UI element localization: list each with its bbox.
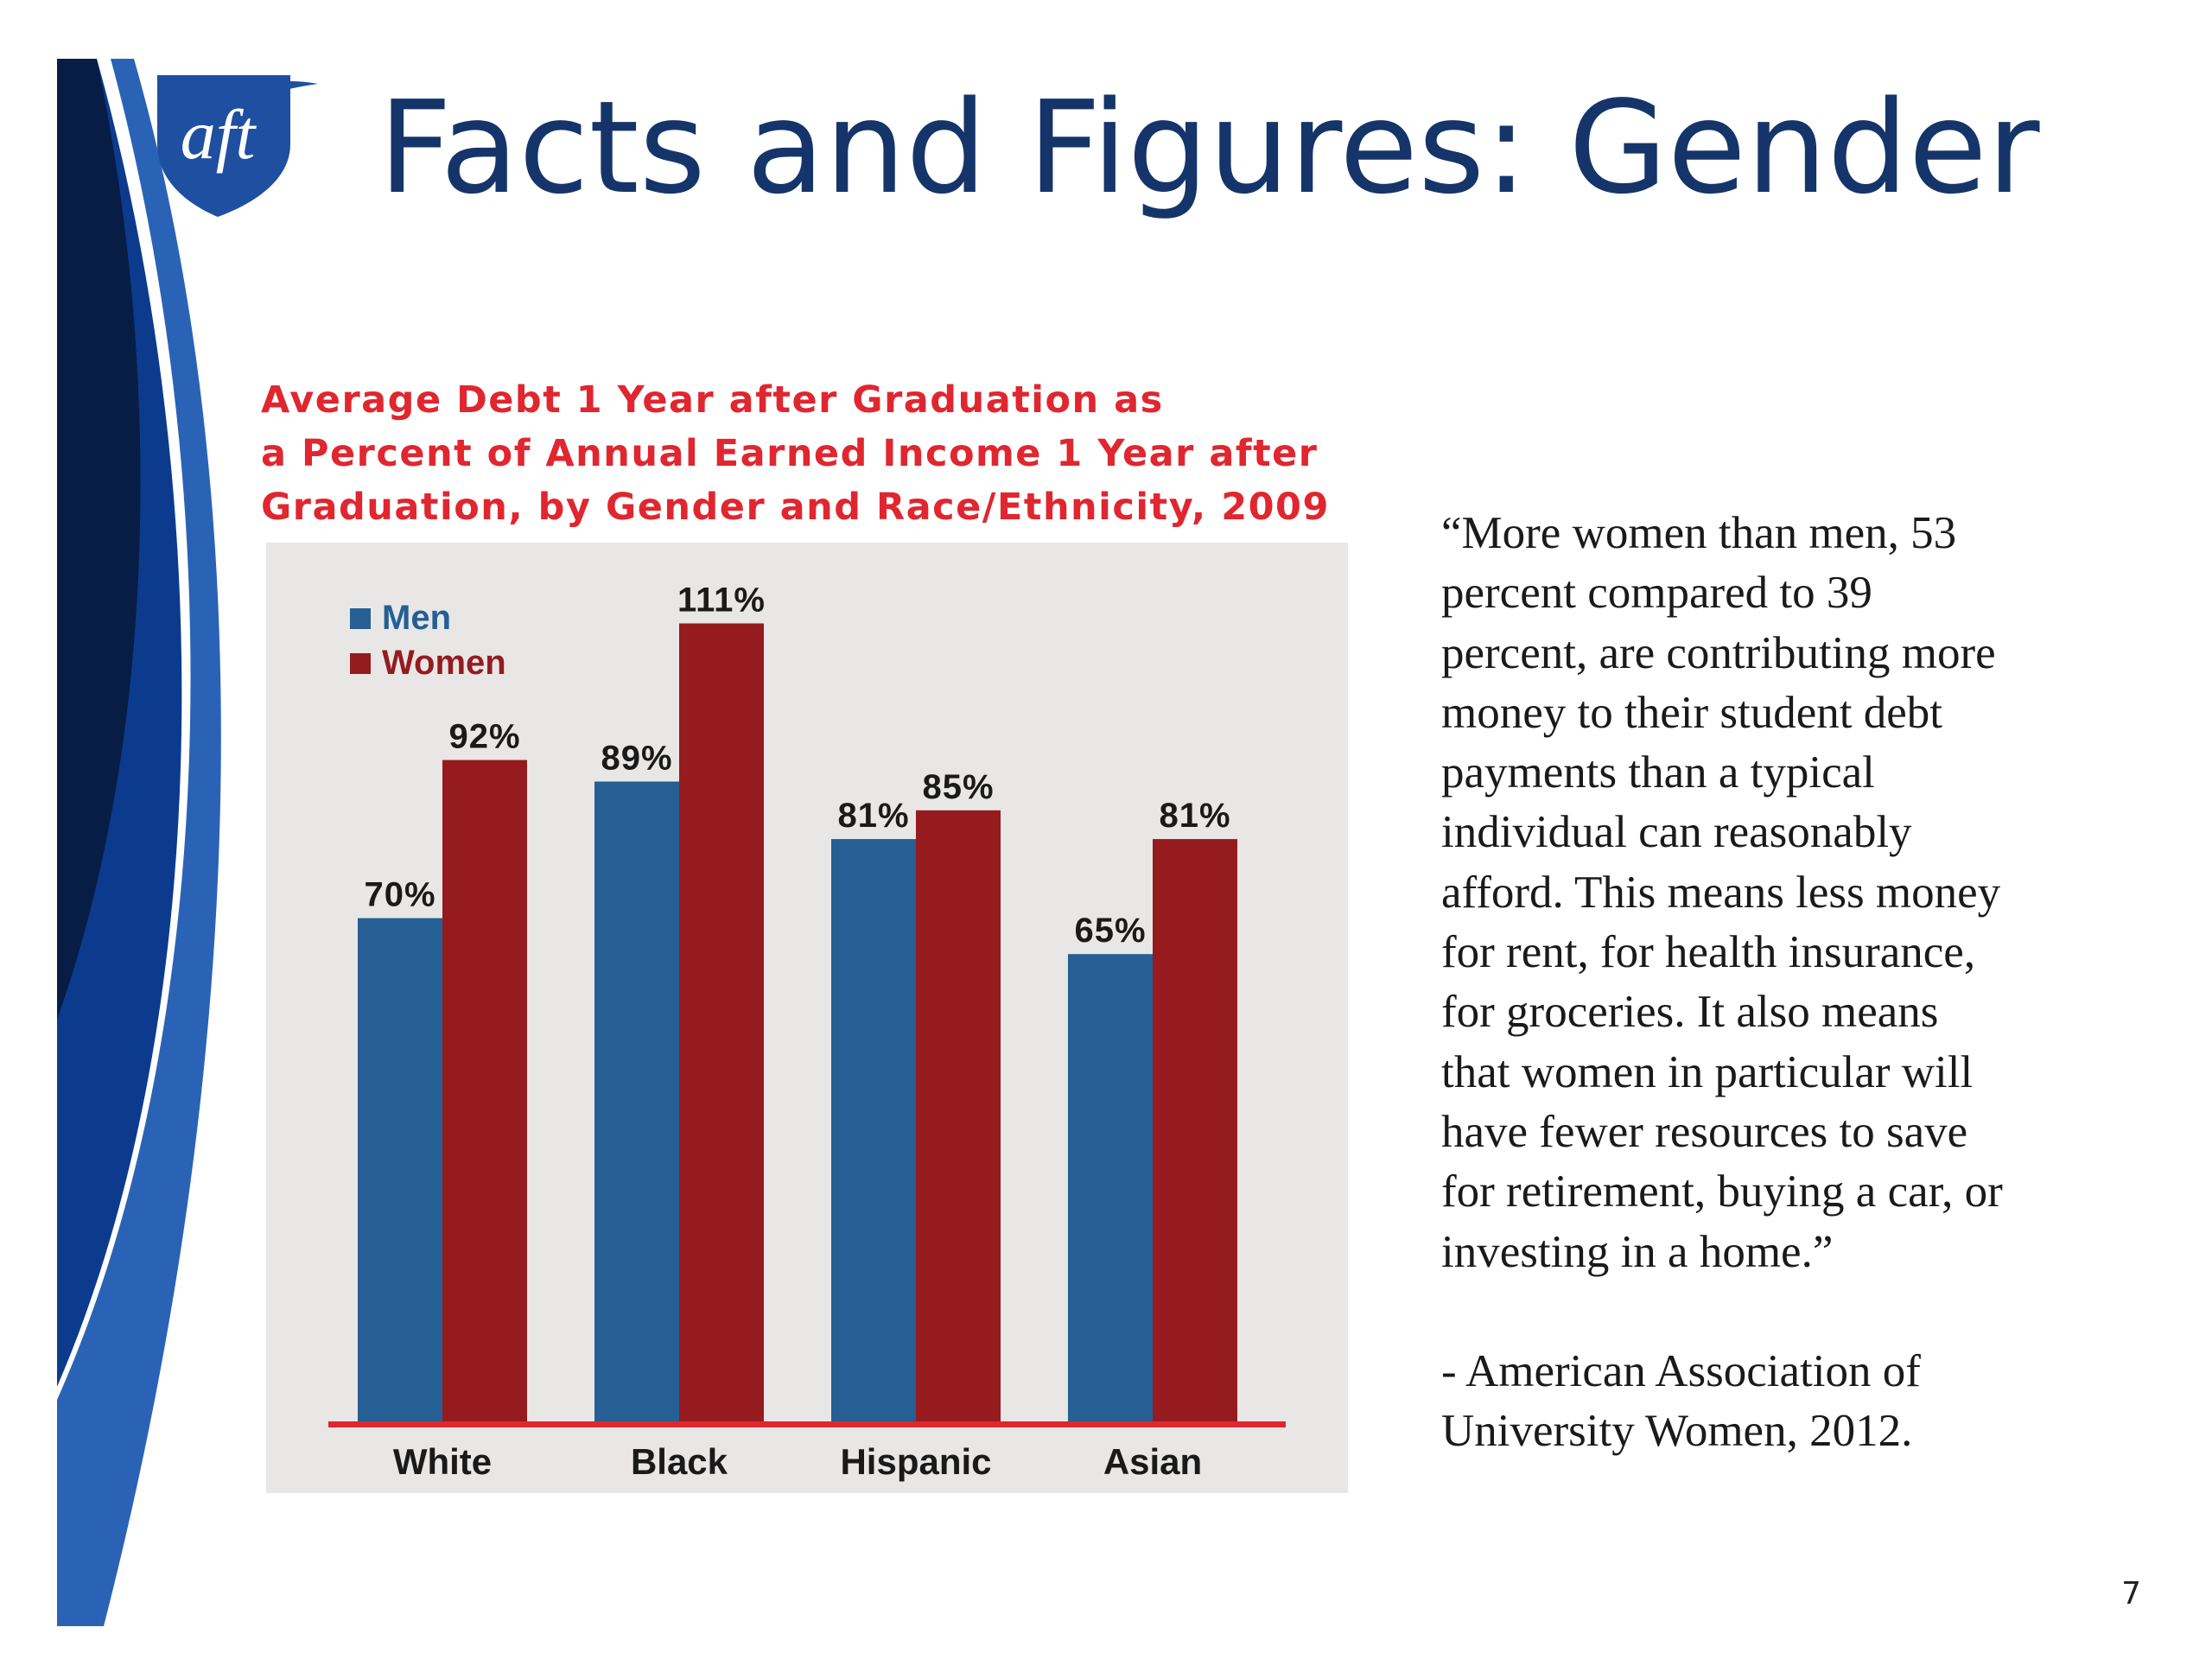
bar-women-hispanic <box>916 810 1001 1421</box>
baseline <box>328 1421 1286 1427</box>
quote-line: payments than a typical <box>1441 747 1875 798</box>
x-tick-label-black: Black <box>631 1441 728 1482</box>
legend: Men Women <box>350 599 506 682</box>
data-label-women-hispanic: 85% <box>922 768 994 806</box>
aft-logo: aft <box>157 75 318 217</box>
quote-line: have fewer resources to save <box>1441 1106 1968 1157</box>
x-axis-labels: White Black Hispanic Asian <box>393 1441 1202 1482</box>
data-label-men-asian: 65% <box>1074 912 1146 950</box>
quote-line: for retirement, buying a car, or <box>1441 1166 2003 1217</box>
bar-women-asian <box>1153 839 1237 1421</box>
data-label-men-white: 70% <box>364 876 435 914</box>
data-label-women-white: 92% <box>448 718 520 756</box>
quote-line: percent, are contributing more <box>1441 627 1996 678</box>
data-label-men-black: 89% <box>601 740 672 778</box>
quote-block: “More women than men, 53 percent compare… <box>1441 504 2115 1461</box>
x-tick-label-asian: Asian <box>1103 1441 1202 1482</box>
bar-women-black <box>679 623 764 1421</box>
bar-men-white <box>358 918 442 1421</box>
quote-line: that women in particular will <box>1441 1046 1974 1097</box>
quote-line: investing in a home.” <box>1441 1226 1834 1277</box>
chart-title-line: a Percent of Annual Earned Income 1 Year… <box>261 432 1319 475</box>
bar-chart: Men Women 70% 92% 89% 111% 81% 85% 65% 81% Whit… <box>266 543 1348 1493</box>
legend-women-swatch <box>350 653 371 674</box>
logo-shield <box>157 75 290 217</box>
quote-line: “More women than men, 53 <box>1441 508 1957 558</box>
logo-swoosh <box>204 80 318 113</box>
logo-text: aft <box>181 95 257 174</box>
chart-title: Average Debt 1 Year after Graduation as … <box>261 373 1358 534</box>
bars: 70% 92% 89% 111% 81% 85% 65% 81% <box>358 581 1237 1421</box>
bar-men-asian <box>1068 954 1153 1421</box>
quote-attribution: - American Association of University Wom… <box>1441 1342 2115 1462</box>
data-label-women-black: 111% <box>677 581 766 619</box>
quote-line: individual can reasonably <box>1441 807 1912 858</box>
chart-title-line: Average Debt 1 Year after Graduation as <box>261 378 1164 422</box>
legend-men-label: Men <box>382 599 451 637</box>
bar-women-white <box>442 760 527 1421</box>
swoosh-navy <box>57 59 141 1020</box>
x-tick-label-hispanic: Hispanic <box>840 1441 991 1482</box>
data-label-women-asian: 81% <box>1159 797 1230 835</box>
legend-women-label: Women <box>382 644 506 682</box>
quote-line: for groceries. It also means <box>1441 987 1939 1038</box>
attribution-line: University Women, 2012. <box>1441 1406 1913 1457</box>
chart-title-line: Graduation, by Gender and Race/Ethnicity… <box>261 486 1330 529</box>
quote-line: for rent, for health insurance, <box>1441 927 1976 978</box>
page-number: 7 <box>2121 1576 2141 1611</box>
quote-line: afford. This means less money <box>1441 867 2001 918</box>
quote-line: money to their student debt <box>1441 687 1942 738</box>
quote-text: “More women than men, 53 percent compare… <box>1441 504 2115 1282</box>
legend-men-swatch <box>350 608 371 629</box>
x-tick-label-white: White <box>393 1441 492 1482</box>
decorative-swoosh <box>57 59 221 1626</box>
attribution-line: - American Association of <box>1441 1345 1921 1396</box>
bar-men-black <box>594 781 679 1421</box>
data-label-men-hispanic: 81% <box>837 797 909 835</box>
quote-line: percent compared to 39 <box>1441 568 1872 619</box>
bar-men-hispanic <box>831 839 916 1421</box>
slide-title: Facts and Figures: Gender <box>378 73 2040 222</box>
